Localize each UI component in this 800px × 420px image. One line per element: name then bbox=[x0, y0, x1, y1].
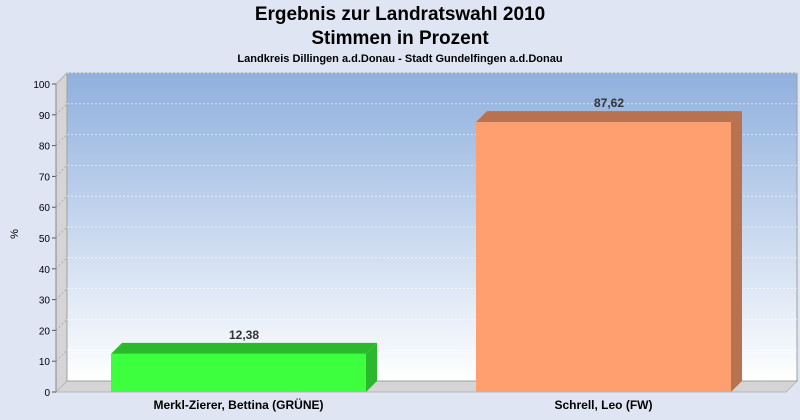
gridline-wall bbox=[55, 195, 68, 208]
gridline-wall bbox=[55, 257, 68, 270]
gridline-wall bbox=[55, 72, 68, 85]
bar-value-label: 87,62 bbox=[594, 96, 624, 110]
bar-top bbox=[111, 342, 377, 354]
chart-region-subtitle: Landkreis Dillingen a.d.Donau - Stadt Gu… bbox=[237, 53, 563, 65]
y-tick-label: 100 bbox=[33, 80, 50, 91]
bar bbox=[476, 122, 731, 392]
bar bbox=[111, 353, 366, 392]
y-tick-label: 40 bbox=[39, 265, 51, 276]
gridline-wall bbox=[55, 288, 68, 300]
gridline-wall bbox=[55, 134, 68, 146]
gridline-wall bbox=[55, 226, 68, 239]
y-tick-label: 80 bbox=[39, 142, 51, 153]
plot-left-wall bbox=[55, 71, 68, 394]
y-tick-label: 70 bbox=[39, 172, 51, 183]
bar-top bbox=[476, 111, 742, 123]
gridline-wall bbox=[55, 165, 68, 177]
y-tick-label: 50 bbox=[39, 234, 51, 245]
gridline-wall bbox=[55, 319, 68, 331]
bar-side bbox=[731, 111, 742, 392]
bar-value-label: 12,38 bbox=[229, 328, 259, 342]
gridline-wall bbox=[55, 349, 68, 362]
y-tick-label: 0 bbox=[44, 388, 50, 399]
y-tick-label: 20 bbox=[39, 326, 51, 337]
gridline-wall bbox=[55, 103, 68, 116]
x-category-label: Schrell, Leo (FW) bbox=[554, 398, 652, 412]
y-axis-label: % bbox=[9, 229, 21, 239]
y-tick-label: 90 bbox=[39, 111, 51, 122]
y-tick-label: 30 bbox=[39, 296, 51, 307]
y-tick-label: 60 bbox=[39, 203, 51, 214]
bar-side bbox=[366, 342, 377, 392]
chart-title: Ergebnis zur Landratswahl 2010 bbox=[254, 4, 546, 25]
y-tick-label: 10 bbox=[39, 357, 51, 368]
x-category-label: Merkl-Zierer, Bettina (GRÜNE) bbox=[153, 397, 323, 412]
chart-subtitle: Stimmen in Prozent bbox=[311, 28, 489, 49]
